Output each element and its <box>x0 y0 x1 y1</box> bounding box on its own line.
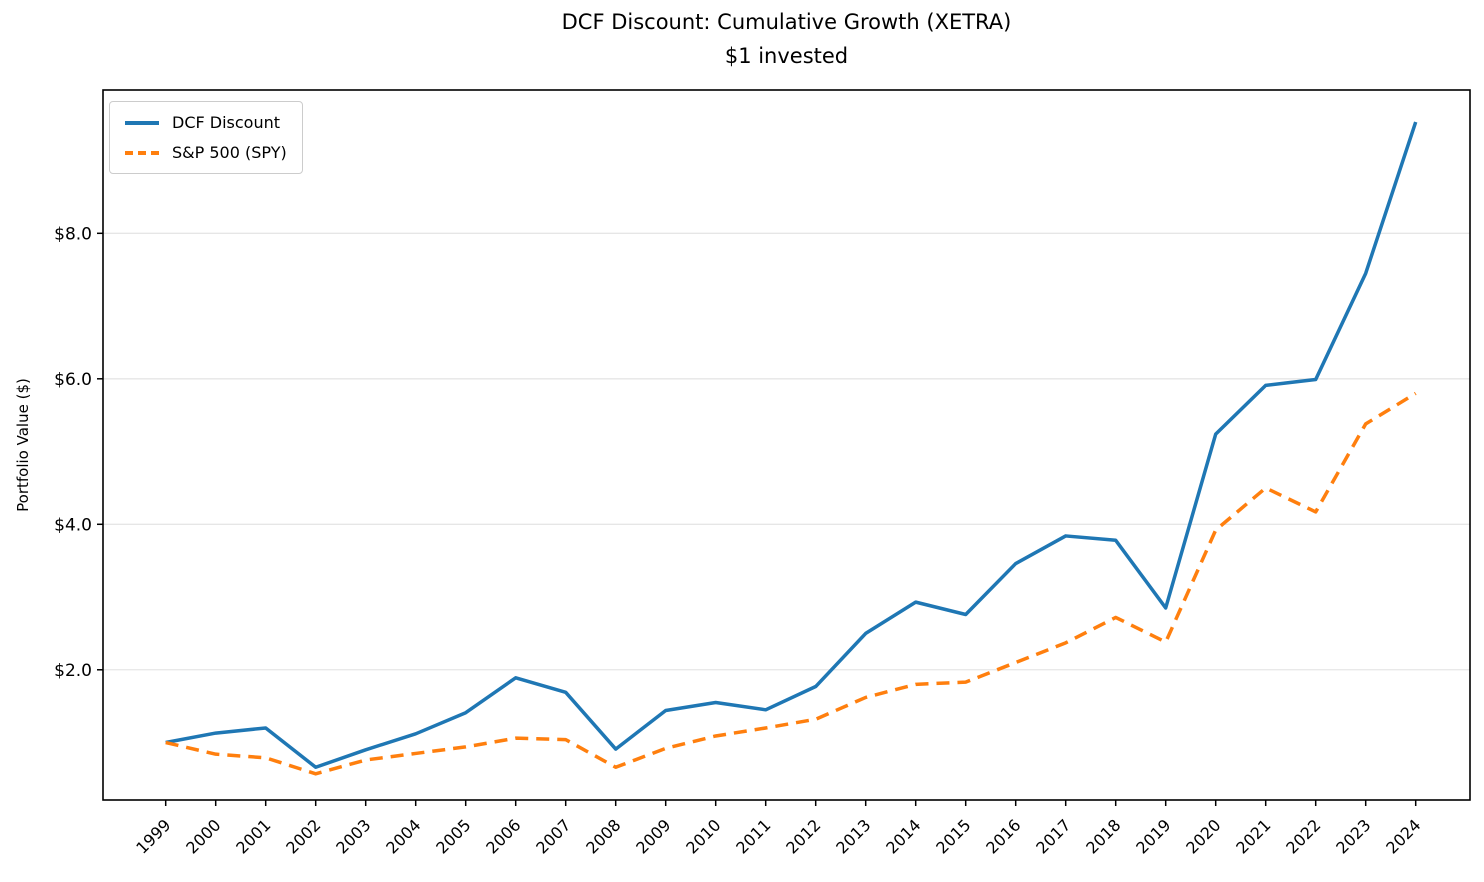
x-tick-label: 2015 <box>932 815 974 857</box>
chart-title: DCF Discount: Cumulative Growth (XETRA) <box>561 10 1012 34</box>
legend: DCF Discount S&P 500 (SPY) <box>109 101 303 174</box>
x-tick-label: 2004 <box>382 815 424 857</box>
y-tick-label: $4.0 <box>54 515 92 535</box>
x-tick-label: 2002 <box>282 815 324 857</box>
x-tick-label: 2000 <box>182 815 224 857</box>
x-tick-label: 2009 <box>632 815 674 857</box>
series-line-dcf-discount <box>165 121 1418 770</box>
x-tick-label: 2006 <box>482 815 524 857</box>
x-tick-label: 2019 <box>1132 815 1174 857</box>
series-line-s-p-500-spy <box>165 391 1417 776</box>
legend-line-sample-solid <box>125 120 159 125</box>
legend-item-sp500: S&P 500 (SPY) <box>125 143 287 162</box>
x-tick-label: 2016 <box>982 815 1024 857</box>
x-tick-label: 2024 <box>1382 815 1424 857</box>
x-tick-label: 2022 <box>1282 815 1324 857</box>
y-tick-label: $6.0 <box>54 370 92 390</box>
legend-label-dcf-discount: DCF Discount <box>172 113 281 132</box>
x-tick-label: 2007 <box>532 815 574 857</box>
x-tick-label: 2008 <box>582 815 624 857</box>
y-tick-label: $2.0 <box>54 661 92 681</box>
y-axis-label: Portfolio Value ($) <box>14 378 32 512</box>
legend-line-sample-dashed <box>125 150 159 155</box>
chart-subtitle: $1 invested <box>724 44 849 68</box>
x-tick-label: 2005 <box>432 815 474 857</box>
x-tick-label: 2018 <box>1082 815 1124 857</box>
plot-frame <box>102 89 1471 801</box>
x-tick-label: 2020 <box>1182 815 1224 857</box>
x-tick-label: 2014 <box>882 815 924 857</box>
x-tick-label: 2001 <box>232 815 274 857</box>
legend-item-dcf-discount: DCF Discount <box>125 113 287 132</box>
x-tick-label: 1999 <box>132 815 174 857</box>
x-tick-label: 2012 <box>782 815 824 857</box>
x-tick-label: 2003 <box>332 815 374 857</box>
x-tick-label: 2017 <box>1032 815 1074 857</box>
x-tick-label: 2023 <box>1332 815 1374 857</box>
x-tick-label: 2010 <box>682 815 724 857</box>
x-tick-label: 2021 <box>1232 815 1274 857</box>
x-tick-label: 2011 <box>732 815 774 857</box>
y-tick-label: $8.0 <box>54 224 92 244</box>
x-tick-label: 2013 <box>832 815 874 857</box>
legend-label-sp500: S&P 500 (SPY) <box>172 143 287 162</box>
